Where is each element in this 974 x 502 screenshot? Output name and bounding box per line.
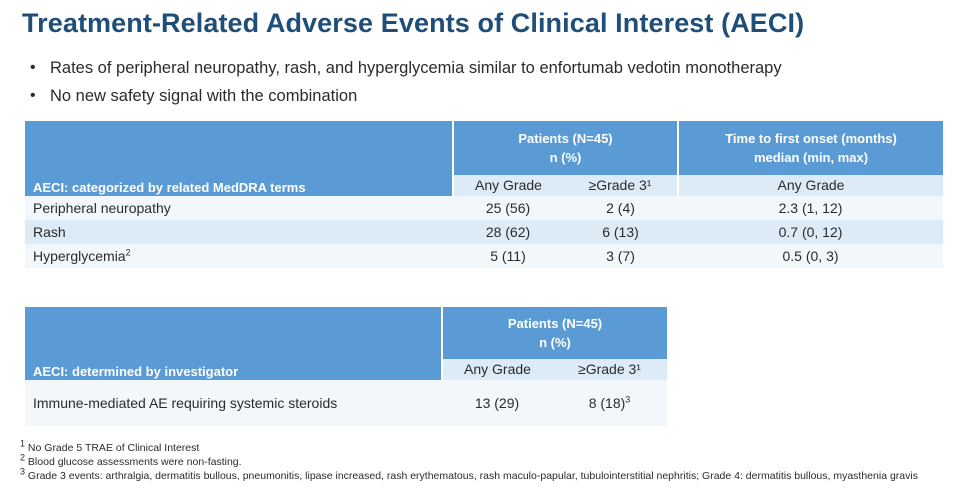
- patients-header-line1: Patients (N=45): [507, 315, 603, 331]
- cell-onset: 0.5 (0, 3): [678, 244, 944, 268]
- col-any-grade: Any Grade: [452, 174, 563, 196]
- col-grade3: ≥Grade 3¹: [563, 174, 679, 196]
- cell-grade3: 6 (13): [563, 220, 679, 244]
- patients-header: Patients (N=45) n (%): [451, 121, 679, 175]
- cell-grade3: 8 (18)3: [552, 380, 668, 426]
- onset-header-line2: median (min, max): [753, 149, 869, 165]
- row-label-header: AECI: categorized by related MedDRA term…: [25, 121, 453, 196]
- footnotes: 1 No Grade 5 TRAE of Clinical Interest 2…: [20, 438, 960, 483]
- patients-header: Patients (N=45) n (%): [440, 307, 668, 359]
- col-onset-any-grade: Any Grade: [677, 174, 944, 196]
- footnote-marker: 2: [125, 247, 131, 258]
- page-title: Treatment-Related Adverse Events of Clin…: [22, 8, 805, 38]
- cell-onset: 2.3 (1, 12): [678, 196, 944, 220]
- patients-header-line2: n (%): [549, 149, 582, 165]
- col-any-grade: Any Grade: [441, 358, 552, 380]
- row-label-header: AECI: determined by investigator: [25, 307, 442, 380]
- cell-any-grade: 25 (56): [453, 196, 563, 220]
- row-label-text: Hyperglycemia: [33, 248, 126, 264]
- table-row: Immune-mediated AE requiring systemic st…: [25, 380, 668, 426]
- bullet-item: Rates of peripheral neuropathy, rash, an…: [30, 54, 782, 82]
- footnote-marker: 3: [20, 466, 26, 477]
- aeci-investigator-table: AECI: determined by investigator Patient…: [25, 307, 668, 426]
- aeci-medra-table: AECI: categorized by related MedDRA term…: [25, 121, 944, 268]
- footnote: 2 Blood glucose assessments were non-fas…: [20, 452, 960, 469]
- row-label: Hyperglycemia2: [25, 244, 453, 268]
- patients-header-line1: Patients (N=45): [518, 130, 613, 146]
- cell-any-grade: 5 (11): [453, 244, 563, 268]
- footnote-text: No Grade 5 TRAE of Clinical Interest: [25, 442, 200, 454]
- cell-any-grade: 13 (29): [442, 380, 552, 426]
- cell-any-grade: 28 (62): [453, 220, 563, 244]
- table-row: Peripheral neuropathy 25 (56) 2 (4) 2.3 …: [25, 196, 944, 220]
- footnote-marker: 3: [625, 394, 631, 405]
- onset-header: Time to first onset (months) median (min…: [677, 121, 944, 175]
- col-grade3: ≥Grade 3¹: [552, 358, 668, 380]
- row-label: Peripheral neuropathy: [25, 196, 453, 220]
- footnote-marker: 1: [20, 438, 26, 449]
- row-label: Rash: [25, 220, 453, 244]
- bullet-list: Rates of peripheral neuropathy, rash, an…: [30, 54, 782, 110]
- row-label: Immune-mediated AE requiring systemic st…: [25, 380, 442, 426]
- footnote-text: Blood glucose assessments were non-fasti…: [25, 456, 242, 468]
- cell-grade3: 3 (7): [563, 244, 679, 268]
- cell-onset: 0.7 (0, 12): [678, 220, 944, 244]
- onset-header-line1: Time to first onset (months): [725, 130, 897, 146]
- footnote-text: Grade 3 events: arthralgia, dermatitis b…: [25, 470, 918, 482]
- footnote: 1 No Grade 5 TRAE of Clinical Interest: [20, 438, 960, 455]
- bullet-item: No new safety signal with the combinatio…: [30, 82, 782, 110]
- footnote: 3 Grade 3 events: arthralgia, dermatitis…: [20, 466, 960, 483]
- cell-grade3-value: 8 (18): [588, 395, 626, 411]
- table-row: Rash 28 (62) 6 (13) 0.7 (0, 12): [25, 220, 944, 244]
- cell-grade3: 2 (4): [563, 196, 679, 220]
- footnote-marker: 2: [20, 452, 26, 463]
- table-row: Hyperglycemia2 5 (11) 3 (7) 0.5 (0, 3): [25, 244, 944, 268]
- patients-header-line2: n (%): [539, 334, 571, 350]
